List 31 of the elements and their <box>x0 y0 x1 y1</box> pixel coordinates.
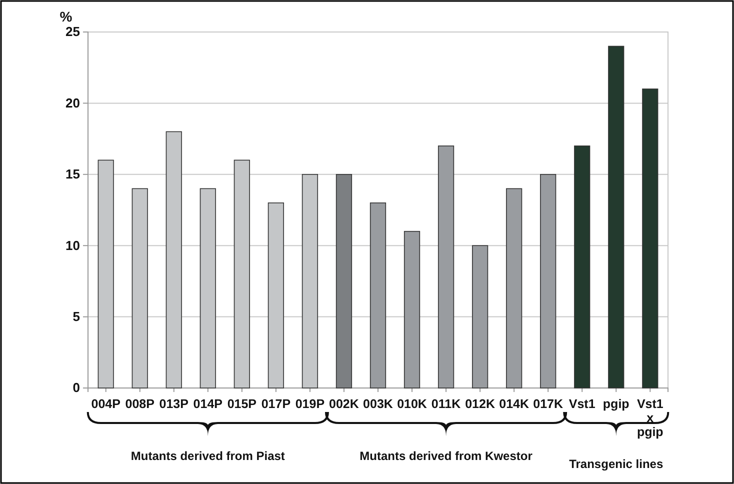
x-tick-label: 014K <box>499 397 530 411</box>
y-tick-label: 25 <box>66 24 80 40</box>
y-tick-label: 5 <box>72 308 80 324</box>
text: Transgenic lines <box>569 457 664 471</box>
y-tick-label: 20 <box>66 95 80 110</box>
bar <box>336 174 352 388</box>
x-tick-label: 012K <box>465 397 495 411</box>
y-tick-label: 15 <box>66 166 80 182</box>
x-tick-label: 010K <box>397 397 427 411</box>
x-tick-label: 014P <box>193 397 223 411</box>
text: Mutants derived from Kwestor <box>360 449 533 463</box>
x-tick-label: 011K <box>431 397 461 411</box>
text: Mutants derived from Piast <box>130 449 285 463</box>
y-axis-title: % <box>60 8 73 25</box>
x-tick-label: 002K <box>329 397 359 411</box>
x-tick-label: 003K <box>363 397 393 411</box>
x-tick-label: Vst1 x pgip <box>636 397 664 439</box>
x-tick-label: 013P <box>159 397 188 411</box>
bar <box>608 46 624 388</box>
x-tick-label: 017P <box>261 397 291 411</box>
x-tick-label: 017K <box>533 397 564 411</box>
x-tick-label: 015P <box>227 397 257 411</box>
x-tick-label: pgip <box>602 397 630 411</box>
bar <box>642 88 658 388</box>
bar <box>574 146 590 388</box>
x-tick-label: Vst1 <box>568 397 596 411</box>
y-tick-label: 10 <box>66 238 80 253</box>
x-tick-label: 008P <box>125 397 154 411</box>
y-tick-label: 0 <box>72 380 80 396</box>
x-tick-label: 019P <box>295 397 325 411</box>
x-tick-label: 004P <box>91 397 120 411</box>
